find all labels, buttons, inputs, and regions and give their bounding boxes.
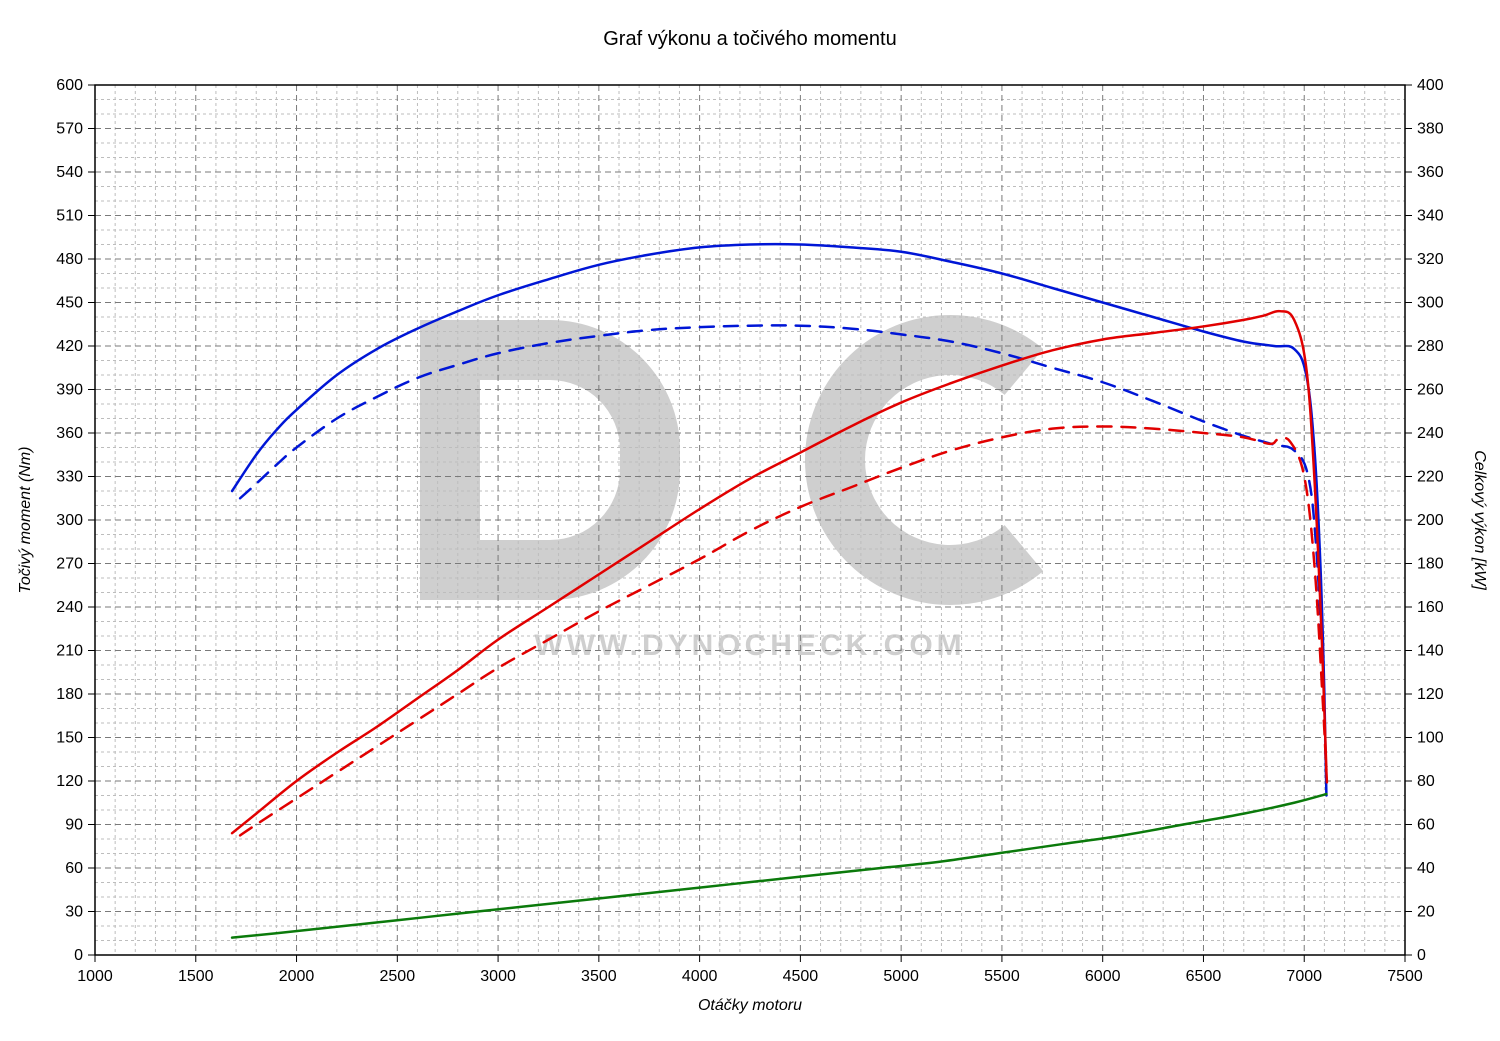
y-left-tick-label: 270 xyxy=(56,556,83,573)
x-tick-label: 3000 xyxy=(480,968,516,985)
y-left-tick-label: 330 xyxy=(56,469,83,486)
y-right-tick-label: 260 xyxy=(1417,382,1444,399)
y-right-tick-label: 380 xyxy=(1417,121,1444,138)
y-left-axis-label: Točivý moment (Nm) xyxy=(17,447,34,594)
y-left-tick-label: 300 xyxy=(56,512,83,529)
chart-svg: Graf výkonu a točivého momentuWWW.DYNOCH… xyxy=(0,0,1500,1041)
x-tick-label: 5500 xyxy=(984,968,1020,985)
y-left-tick-label: 30 xyxy=(65,904,83,921)
x-tick-label: 7500 xyxy=(1387,968,1423,985)
y-left-tick-label: 360 xyxy=(56,425,83,442)
x-tick-label: 6000 xyxy=(1085,968,1121,985)
y-right-tick-label: 180 xyxy=(1417,556,1444,573)
y-right-tick-label: 120 xyxy=(1417,686,1444,703)
series-loss_solid xyxy=(232,794,1326,938)
chart-title: Graf výkonu a točivého momentu xyxy=(603,28,896,50)
y-right-tick-label: 360 xyxy=(1417,164,1444,181)
watermark-d-icon xyxy=(420,320,680,600)
x-tick-label: 4500 xyxy=(783,968,819,985)
y-right-axis-label: Celkový výkon [kW] xyxy=(1471,450,1488,590)
y-right-tick-label: 0 xyxy=(1417,947,1426,964)
y-left-tick-label: 60 xyxy=(65,860,83,877)
y-left-tick-label: 390 xyxy=(56,382,83,399)
y-left-tick-label: 180 xyxy=(56,686,83,703)
y-right-tick-label: 20 xyxy=(1417,904,1435,921)
x-tick-label: 1500 xyxy=(178,968,214,985)
y-left-tick-label: 210 xyxy=(56,643,83,660)
x-axis-label: Otáčky motoru xyxy=(698,997,802,1014)
y-right-tick-label: 60 xyxy=(1417,817,1435,834)
y-right-tick-label: 320 xyxy=(1417,251,1444,268)
y-right-tick-label: 40 xyxy=(1417,860,1435,877)
y-left-tick-label: 540 xyxy=(56,164,83,181)
y-right-tick-label: 280 xyxy=(1417,338,1444,355)
dyno-chart: Graf výkonu a točivého momentuWWW.DYNOCH… xyxy=(0,0,1500,1041)
y-right-tick-label: 100 xyxy=(1417,730,1444,747)
x-tick-label: 2000 xyxy=(279,968,315,985)
y-right-tick-label: 80 xyxy=(1417,773,1435,790)
y-right-tick-label: 140 xyxy=(1417,643,1444,660)
y-left-tick-label: 600 xyxy=(56,77,83,94)
x-tick-label: 6500 xyxy=(1186,968,1222,985)
x-tick-label: 5000 xyxy=(883,968,919,985)
grid xyxy=(95,85,1405,955)
x-tick-label: 7000 xyxy=(1286,968,1322,985)
y-left-tick-label: 150 xyxy=(56,730,83,747)
y-right-tick-label: 240 xyxy=(1417,425,1444,442)
x-tick-label: 2500 xyxy=(380,968,416,985)
y-right-tick-label: 400 xyxy=(1417,77,1444,94)
x-tick-label: 3500 xyxy=(581,968,617,985)
y-left-tick-label: 120 xyxy=(56,773,83,790)
y-right-tick-label: 200 xyxy=(1417,512,1444,529)
y-right-tick-label: 160 xyxy=(1417,599,1444,616)
y-left-tick-label: 570 xyxy=(56,121,83,138)
x-tick-label: 4000 xyxy=(682,968,718,985)
y-right-tick-label: 340 xyxy=(1417,208,1444,225)
x-tick-label: 1000 xyxy=(77,968,113,985)
y-right-tick-label: 220 xyxy=(1417,469,1444,486)
y-left-tick-label: 0 xyxy=(74,947,83,964)
y-left-tick-label: 480 xyxy=(56,251,83,268)
y-right-tick-label: 300 xyxy=(1417,295,1444,312)
y-left-tick-label: 450 xyxy=(56,295,83,312)
y-left-tick-label: 510 xyxy=(56,208,83,225)
y-left-tick-label: 240 xyxy=(56,599,83,616)
y-left-tick-label: 90 xyxy=(65,817,83,834)
y-left-tick-label: 420 xyxy=(56,338,83,355)
